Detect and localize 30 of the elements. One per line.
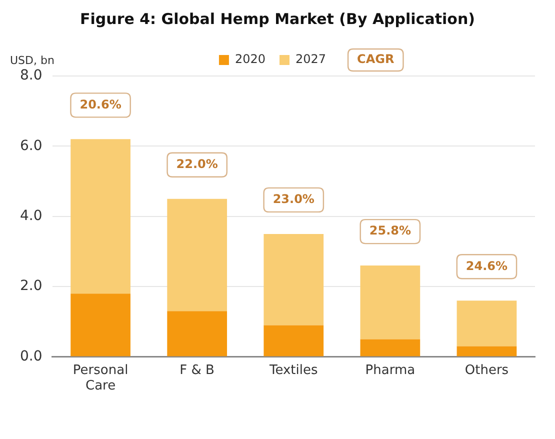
bar: [456, 346, 517, 356]
x-tick-label: Personal Care: [72, 362, 128, 394]
chart-title: Figure 4: Global Hemp Market (By Application): [79, 10, 476, 28]
x-tick-label: Textiles: [268, 362, 318, 378]
y-tick-label: 6.0: [20, 138, 42, 154]
bar: [70, 139, 130, 294]
y-tick-label: 8.0: [20, 68, 42, 84]
annotation: 24.6%: [466, 258, 508, 273]
bar: [360, 266, 420, 340]
bar: [456, 300, 517, 346]
x-tick-label: Others: [464, 362, 509, 378]
y-tick-label: 4.0: [20, 208, 42, 224]
text: CAGR: [357, 52, 394, 66]
bar: [264, 234, 324, 326]
annotation: 25.8%: [369, 224, 411, 238]
annotation: 23.0%: [272, 192, 314, 206]
x-tick-label: Pharma: [365, 362, 416, 378]
legend-label: 2027: [296, 52, 326, 66]
bar: [167, 198, 228, 312]
y-tick-label: 2.0: [20, 278, 42, 294]
bar: [70, 294, 130, 356]
y-axis-title: USD, bn: [10, 54, 54, 67]
annotation: 20.6%: [80, 97, 122, 112]
legend-label: 2020: [234, 52, 266, 66]
bar: [167, 311, 228, 356]
x-tick-label: F & B: [180, 362, 214, 378]
y-tick-label: 0.0: [20, 348, 42, 364]
annotation: 22.0%: [176, 156, 218, 171]
bar: [264, 325, 324, 356]
bar: [360, 339, 420, 356]
